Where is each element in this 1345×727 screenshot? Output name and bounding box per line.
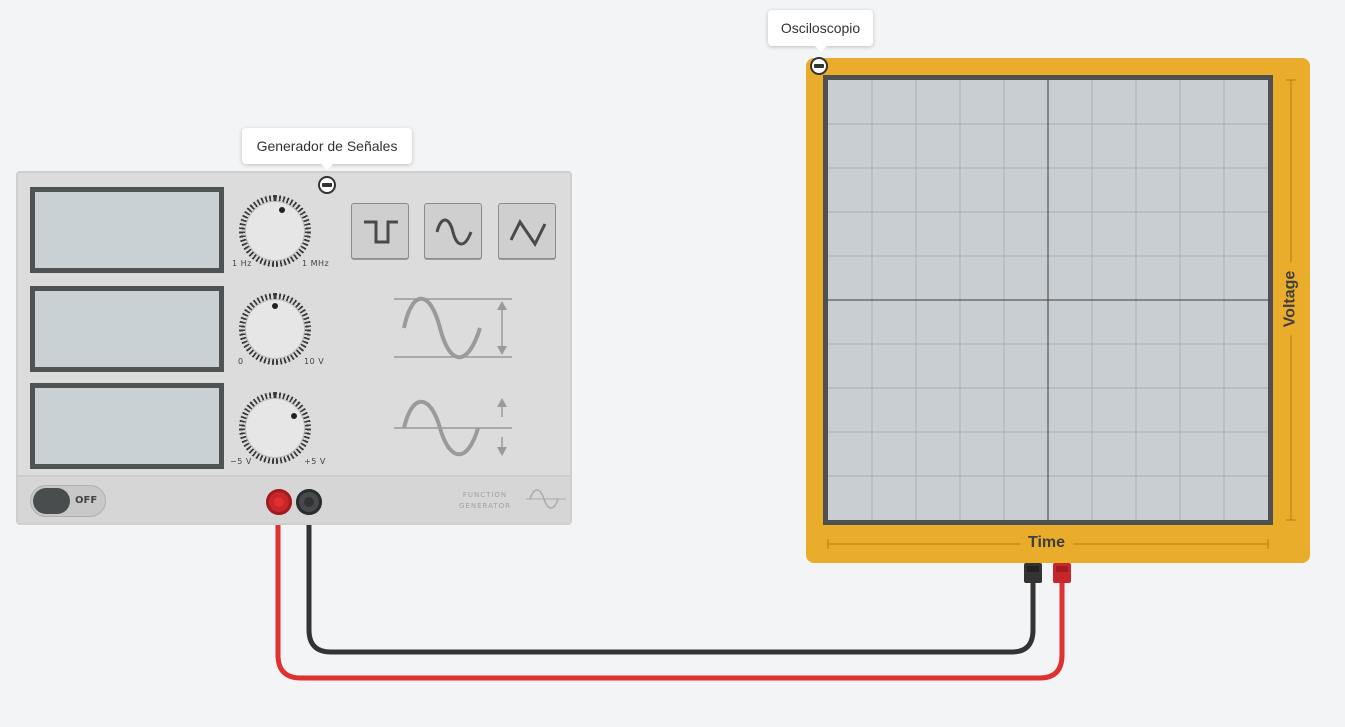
oscilloscope[interactable]: Time Voltage [806,58,1310,563]
offset-min-label: −5 V [230,457,252,466]
frequency-max-label: 1 MHz [302,259,330,268]
oscilloscope-screen [823,75,1273,525]
brand-line-1: FUNCTION [462,491,508,499]
offset-knob[interactable] [239,392,311,464]
oscilloscope-axis-guides [827,79,1296,549]
frequency-min-label: 1 Hz [232,259,252,268]
function-generator[interactable]: 1 Hz 1 MHz 0 10 V −5 V +5 V [16,171,572,525]
function-generator-tooltip: Generador de Señales [242,128,412,170]
function-generator-bottom-panel: OFF FUNCTION GENERATOR [18,475,570,523]
amplitude-illustration-icon [394,296,512,360]
power-toggle[interactable]: OFF [30,485,106,517]
function-generator-logo-icon [526,489,566,509]
voltage-axis-label: Voltage [1281,262,1300,336]
oscilloscope-positive-probe[interactable] [1053,563,1071,583]
time-axis-label: Time [1020,534,1074,552]
power-toggle-label: OFF [75,495,98,506]
negative-terminal[interactable] [296,489,322,515]
sine-wave-button[interactable] [424,203,482,259]
oscilloscope-tooltip: Osciloscopio [768,10,873,52]
red-wire[interactable] [275,502,1065,681]
oscilloscope-tooltip-text: Osciloscopio [780,20,861,36]
frequency-knob[interactable] [239,195,311,267]
amplitude-min-label: 0 [238,357,244,366]
offset-display [30,383,224,469]
sine-wave-icon [435,218,473,246]
oscilloscope-grid [828,80,1268,520]
offset-max-label: +5 V [304,457,326,466]
oscilloscope-negative-probe[interactable] [1024,563,1042,583]
power-toggle-knob [33,488,70,514]
triangle-wave-button[interactable] [498,203,556,259]
square-wave-button[interactable] [351,203,409,259]
black-wire[interactable] [306,502,1036,655]
function-generator-tooltip-text: Generador de Señales [256,138,398,154]
frequency-display [30,187,224,273]
brand-line-2: GENERATOR [459,502,511,510]
amplitude-knob[interactable] [239,293,311,365]
amplitude-display [30,286,224,372]
function-generator-remove-button[interactable] [318,176,336,194]
oscilloscope-remove-button[interactable] [810,57,828,75]
positive-terminal[interactable] [266,489,292,515]
function-generator-brand: FUNCTION GENERATOR [450,490,520,512]
offset-illustration-icon [394,398,512,457]
amplitude-max-label: 10 V [304,357,325,366]
square-wave-icon [364,220,398,244]
triangle-wave-icon [509,219,547,247]
